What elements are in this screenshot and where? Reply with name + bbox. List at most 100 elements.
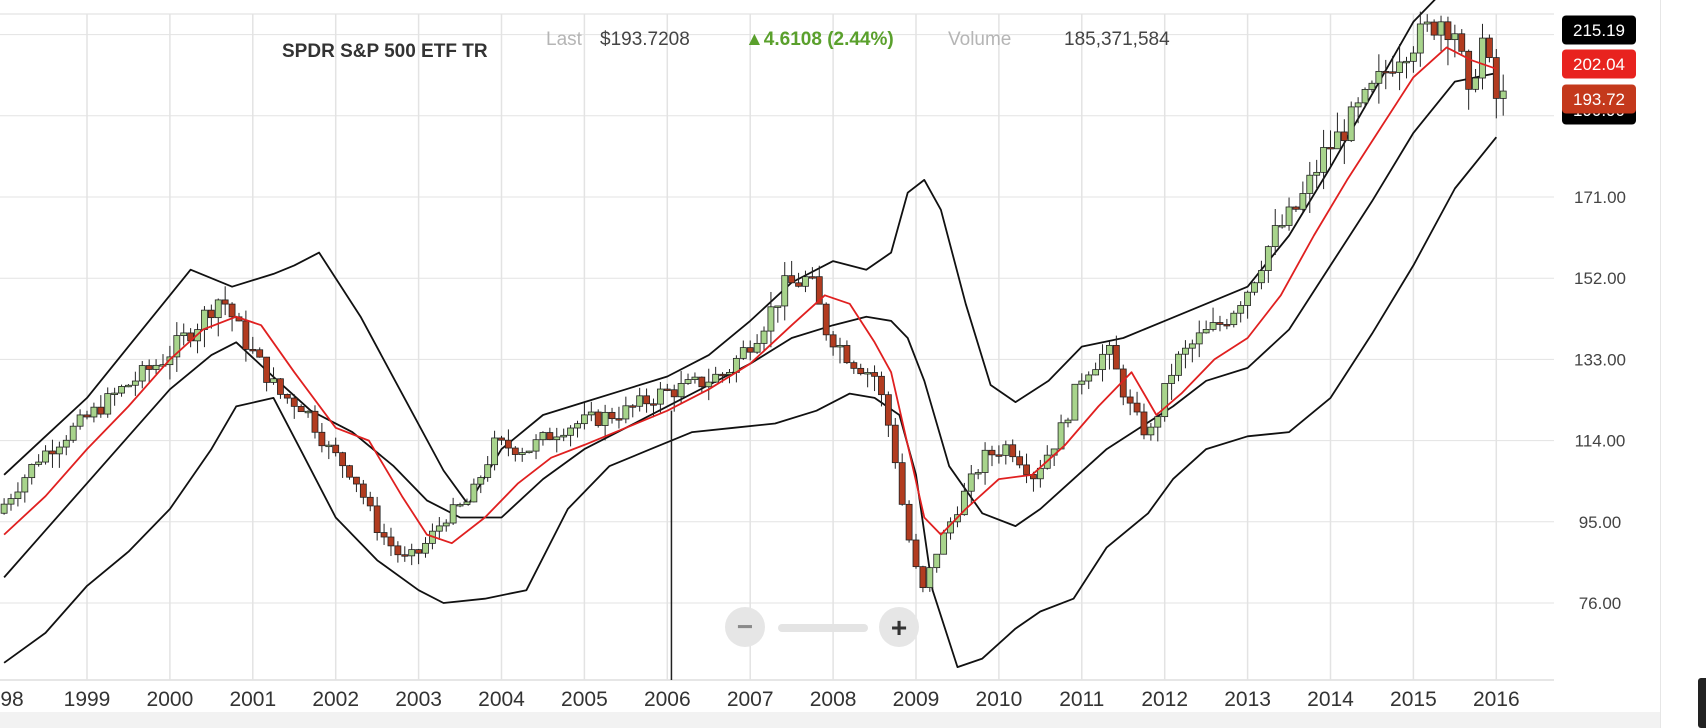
candle-body-up <box>138 365 146 382</box>
candle-body-up <box>1064 419 1072 424</box>
candle-body-up <box>1147 426 1155 436</box>
candle <box>194 323 201 354</box>
candle <box>684 373 692 385</box>
candle-body-up <box>974 472 982 475</box>
zoom-slider-track[interactable] <box>778 624 868 632</box>
candle <box>90 402 98 423</box>
candle <box>878 371 885 407</box>
candle <box>532 434 540 460</box>
candle <box>263 356 271 392</box>
candle <box>435 517 443 540</box>
candle-body-down <box>346 465 353 478</box>
candle <box>981 442 989 485</box>
candle <box>677 370 685 405</box>
candle-body-down <box>1465 50 1473 90</box>
zoom-in-button[interactable] <box>879 607 919 647</box>
candle <box>62 435 70 456</box>
candle-body-down <box>843 345 851 364</box>
candle-body-up <box>449 504 457 524</box>
candle <box>449 497 457 525</box>
candle-body-down <box>663 388 671 391</box>
candle <box>1237 301 1245 323</box>
x-tick-label: 2001 <box>229 688 276 711</box>
y-tick-label: 133.00 <box>1574 350 1626 369</box>
candle <box>366 491 374 512</box>
x-tick-label: 2009 <box>893 688 940 711</box>
candle <box>304 410 312 418</box>
candle-body-up <box>42 450 49 463</box>
candle-body-up <box>1479 37 1486 79</box>
candle-body-down <box>1112 344 1120 370</box>
candle-body-up <box>691 376 699 380</box>
candle <box>912 533 920 569</box>
candle <box>815 265 823 305</box>
candle-body-down <box>650 403 657 406</box>
candle-body-down <box>1292 206 1300 210</box>
candle <box>69 422 77 443</box>
candle <box>318 423 326 453</box>
upper-band-badge-bg <box>1562 15 1636 45</box>
candle-body-down <box>1140 411 1148 436</box>
x-tick-label: 2005 <box>561 688 608 711</box>
candle <box>871 365 878 392</box>
candle-body-up <box>1085 374 1093 382</box>
candle <box>1182 340 1189 369</box>
candle-body-up <box>270 378 277 383</box>
chart-canvas[interactable]: 76.00 95.00 114.00 133.00 152.00 171.00 98 1999… <box>0 0 1706 712</box>
x-tick-label: 2003 <box>395 688 442 711</box>
candle <box>1403 56 1410 79</box>
candle <box>746 340 754 361</box>
candle <box>145 359 153 384</box>
candle-body-up <box>1078 380 1086 385</box>
candle-body-up <box>587 411 595 416</box>
candle-body-down <box>401 554 409 557</box>
x-tick-label: 2008 <box>810 688 857 711</box>
candle <box>560 428 568 442</box>
candle <box>553 427 561 453</box>
candle-body-up <box>560 434 568 438</box>
candle-body-up <box>677 383 685 398</box>
candle-body-down <box>1223 324 1231 327</box>
candle <box>353 476 360 493</box>
candle-body-down <box>1485 37 1493 58</box>
candle <box>1085 371 1093 390</box>
candle-body-down <box>719 373 726 377</box>
candle <box>1375 54 1383 104</box>
candle <box>42 445 49 465</box>
candle <box>622 396 630 424</box>
candle <box>1410 46 1417 73</box>
candle <box>1195 320 1203 358</box>
candle <box>1188 339 1196 363</box>
candle-body-up <box>567 427 574 436</box>
candle-body-up <box>539 432 547 441</box>
candle <box>795 272 802 288</box>
candle <box>1423 14 1431 32</box>
candle <box>256 347 264 358</box>
candle <box>974 469 982 480</box>
candle-body-up <box>802 276 809 287</box>
price-change: ▲4.6108 (2.44%) <box>745 29 894 50</box>
candle-body-up <box>1285 206 1293 226</box>
candle <box>1092 362 1100 376</box>
x-tick-label: 2016 <box>1473 688 1520 711</box>
candle-body-down <box>380 532 388 538</box>
candle-body-down <box>353 476 360 485</box>
y-tick-label: 152.00 <box>1574 269 1626 288</box>
candle <box>1161 383 1169 422</box>
candle <box>332 437 340 457</box>
zoom-out-button[interactable] <box>725 607 765 647</box>
candle-body-up <box>166 356 174 366</box>
candle <box>152 359 160 374</box>
candle <box>1251 281 1258 296</box>
panel-tab[interactable] <box>1698 678 1706 728</box>
candle <box>1340 119 1348 165</box>
candle <box>387 527 395 557</box>
candle-body-up <box>781 275 789 307</box>
candle <box>214 298 222 337</box>
candle <box>594 409 602 428</box>
candle-body-down <box>505 439 512 449</box>
last-value: $193.7208 <box>600 29 690 50</box>
candle <box>456 502 464 508</box>
candle-body-up <box>125 384 132 388</box>
